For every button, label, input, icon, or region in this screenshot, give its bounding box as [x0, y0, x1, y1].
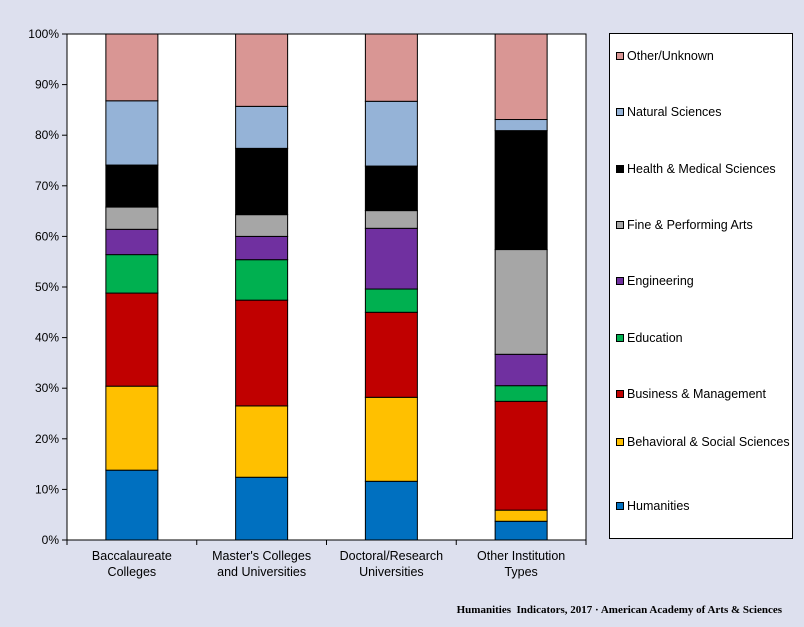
- legend-swatch: [616, 52, 624, 60]
- y-tick-label: 80%: [35, 128, 59, 142]
- bar-segment: [494, 385, 548, 402]
- y-tick-label: 60%: [35, 229, 59, 243]
- legend-label: Education: [627, 330, 683, 345]
- y-axis: 0% 10% 20% 30% 40% 50% 60% 70% 80% 90% 100%: [28, 27, 67, 547]
- y-tick-label: 30%: [35, 381, 59, 395]
- x-axis: Baccalaureate Colleges Master's Colleges an…: [66, 540, 587, 579]
- bar-segment: [105, 292, 159, 387]
- bars-layer: [105, 33, 548, 541]
- bar-segment: [494, 119, 548, 132]
- y-tick-label: 50%: [35, 280, 59, 294]
- bar-segment: [235, 405, 289, 478]
- legend-label: Health & Medical Sciences: [627, 161, 776, 176]
- bar-segment: [235, 299, 289, 407]
- bar-segment: [105, 33, 159, 102]
- legend-label: Natural Sciences: [627, 105, 722, 120]
- x-tick-label: Colleges: [108, 565, 157, 579]
- bar-segment: [235, 235, 289, 261]
- bar-segment: [364, 288, 418, 313]
- y-tick-label: 90%: [35, 78, 59, 92]
- legend-label: Business & Management: [627, 386, 766, 401]
- bar-segment: [105, 206, 159, 230]
- y-tick-label: 10%: [35, 482, 59, 496]
- legend-swatch: [616, 389, 624, 398]
- legend-label: Behavioral & Social Sciences: [627, 435, 790, 450]
- bar-segment: [235, 33, 289, 107]
- bar-segment: [105, 164, 159, 208]
- legend-label: Fine & Performing Arts: [627, 217, 753, 232]
- x-tick-label: Universities: [359, 565, 424, 579]
- x-tick-label: and Universities: [217, 565, 306, 579]
- legend-swatch: [616, 502, 624, 511]
- bar-segment: [494, 130, 548, 251]
- x-tick-label: Doctoral/Research: [340, 549, 444, 563]
- bar-segment: [105, 100, 159, 166]
- bar-segment: [235, 105, 289, 149]
- x-tick-label: Master's Colleges: [212, 549, 311, 563]
- bar-segment: [494, 353, 548, 387]
- source-footer: Humanities Indicators, 2017 · American A…: [456, 604, 782, 616]
- bar-segment: [364, 480, 418, 541]
- bar-segment: [235, 214, 289, 237]
- bar-segment: [364, 227, 418, 290]
- bar-segment: [364, 100, 418, 167]
- y-tick-label: 20%: [35, 432, 59, 446]
- bar-segment: [105, 254, 159, 294]
- bar-segment: [235, 259, 289, 301]
- bar-segment: [494, 520, 548, 541]
- y-tick-label: 70%: [35, 179, 59, 193]
- legend-swatch: [616, 333, 624, 342]
- x-tick-label: Baccalaureate: [92, 549, 172, 563]
- legend-label: Other/Unknown: [627, 49, 714, 63]
- bar-segment: [364, 210, 418, 229]
- legend-label: Humanities: [627, 499, 690, 514]
- x-tick-label: Other Institution: [477, 549, 565, 563]
- y-tick-label: 0%: [42, 533, 60, 547]
- legend-swatch: [616, 164, 624, 173]
- legend-swatch: [616, 438, 624, 447]
- bar-segment: [364, 165, 418, 212]
- legend: Other/Unknown Natural Sciences Health & Me…: [609, 33, 793, 539]
- chart-area: 0% 10% 20% 30% 40% 50% 60% 70% 80% 90% 100% Baccal…: [28, 27, 587, 579]
- legend-swatch: [616, 220, 624, 229]
- bar-segment: [494, 33, 548, 121]
- x-tick-label: Types: [504, 565, 537, 579]
- bar-segment: [235, 147, 289, 216]
- y-tick-label: 100%: [28, 27, 59, 41]
- bar-segment: [105, 385, 159, 471]
- bar-segment: [494, 400, 548, 511]
- bar-segment: [105, 469, 159, 541]
- bar-segment: [494, 249, 548, 355]
- legend-swatch: [616, 108, 624, 117]
- legend-label: Engineering: [627, 274, 694, 289]
- bar-segment: [494, 509, 548, 522]
- legend-swatch: [616, 277, 624, 286]
- bar-segment: [235, 476, 289, 541]
- bar-segment: [364, 33, 418, 102]
- bar-segment: [364, 311, 418, 398]
- bar-segment: [105, 228, 159, 256]
- y-tick-label: 40%: [35, 331, 59, 345]
- bar-segment: [364, 396, 418, 482]
